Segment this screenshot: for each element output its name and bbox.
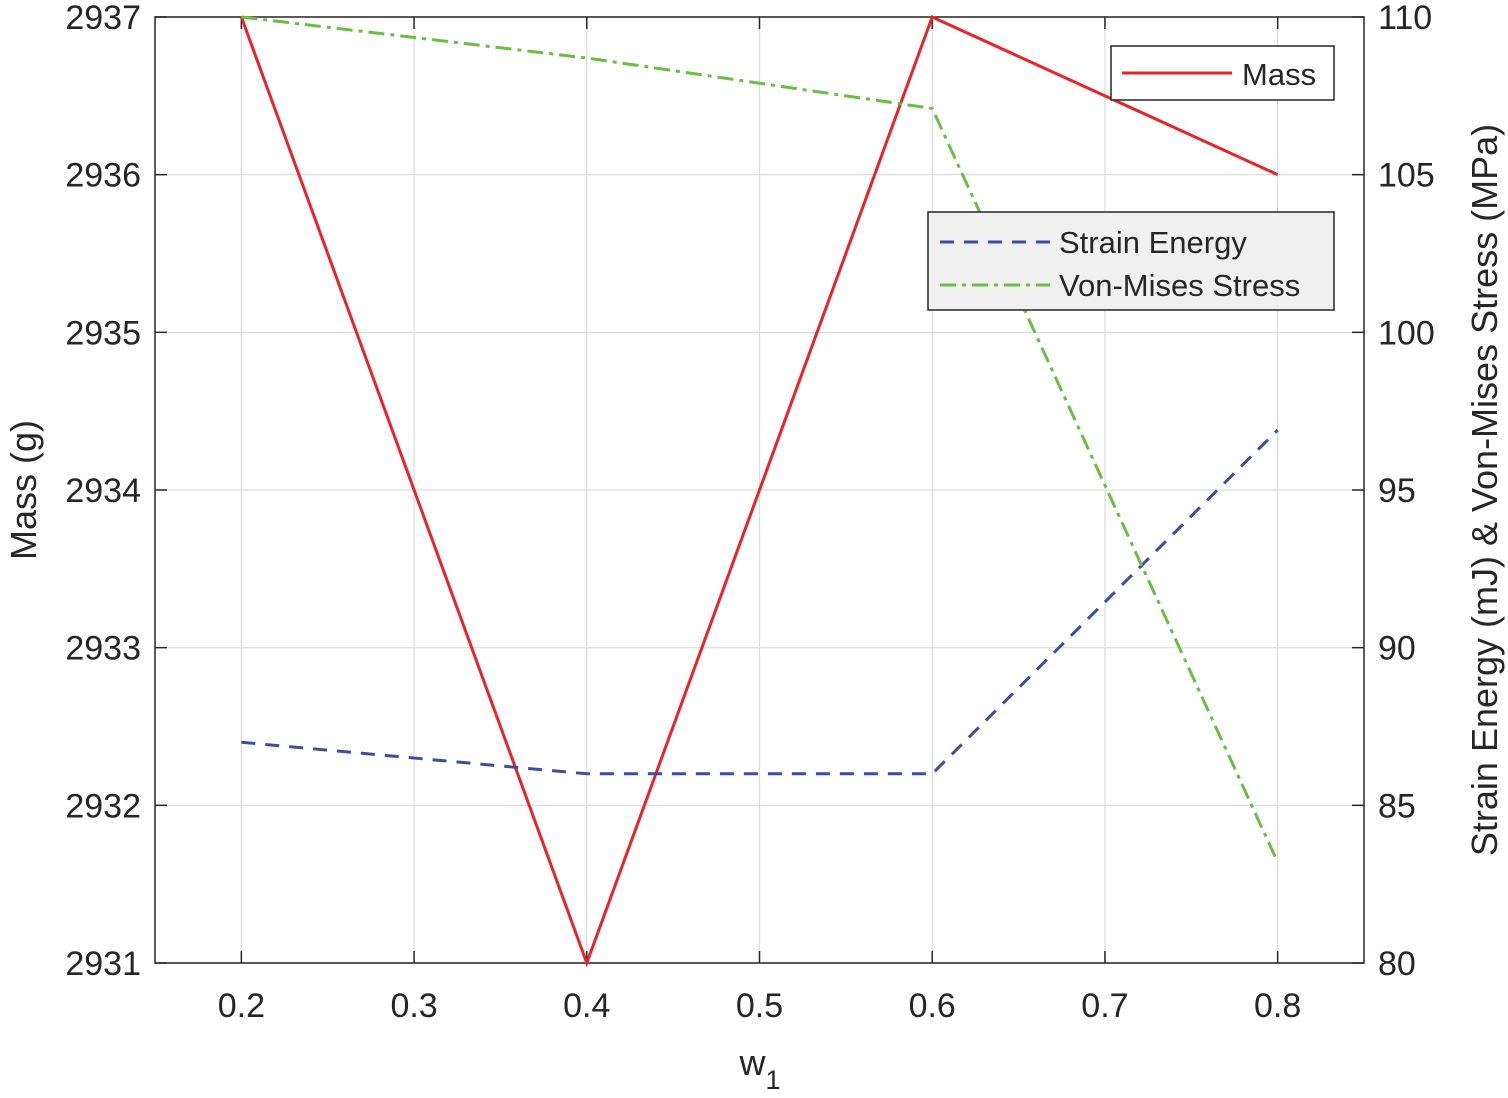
right-axis-label: Strain Energy (mJ) & Von-Mises Stress (M… bbox=[1464, 124, 1505, 856]
x-axis-label-subscript: 1 bbox=[765, 1065, 780, 1095]
x-tick-label: 0.6 bbox=[909, 987, 956, 1025]
x-axis-ticks: 0.2 0.3 0.4 0.5 0.6 0.7 0.8 bbox=[218, 17, 1301, 1025]
right-tick-label: 85 bbox=[1378, 787, 1416, 825]
left-axis-label: Mass (g) bbox=[3, 420, 44, 560]
x-axis-label-main: w bbox=[738, 1042, 766, 1083]
series-lines bbox=[239, 14, 1280, 968]
left-tick-label: 2935 bbox=[65, 314, 141, 352]
series-line-von-mises-stress bbox=[241, 15, 1280, 863]
right-tick-label: 100 bbox=[1378, 314, 1435, 352]
legend-energy-stress-box bbox=[927, 211, 1335, 311]
left-tick-label: 2934 bbox=[65, 472, 141, 510]
right-tick-label: 80 bbox=[1378, 945, 1416, 983]
x-tick-label: 0.2 bbox=[218, 987, 265, 1025]
right-tick-label: 90 bbox=[1378, 630, 1416, 668]
left-axis-ticks: 2931 2932 2933 2934 2935 2936 2937 bbox=[65, 0, 167, 983]
series-line-strain-energy bbox=[241, 429, 1279, 776]
left-tick-label: 2931 bbox=[65, 945, 141, 983]
legend-mass: Mass bbox=[1110, 45, 1335, 101]
x-tick-label: 0.7 bbox=[1081, 987, 1128, 1025]
legend-energy-stress: Strain Energy Von-Mises Stress bbox=[927, 211, 1335, 311]
series-line-mass bbox=[239, 14, 1279, 968]
right-tick-label: 105 bbox=[1378, 157, 1435, 195]
x-axis-label: w1 bbox=[738, 1042, 780, 1095]
right-tick-label: 110 bbox=[1378, 0, 1432, 37]
x-tick-label: 0.3 bbox=[390, 987, 437, 1025]
left-tick-label: 2932 bbox=[65, 787, 141, 825]
legend-label-mass: Mass bbox=[1242, 57, 1316, 92]
x-tick-label: 0.4 bbox=[563, 987, 610, 1025]
left-tick-label: 2936 bbox=[65, 157, 141, 195]
left-tick-label: 2933 bbox=[65, 630, 141, 668]
x-tick-label: 0.8 bbox=[1254, 987, 1301, 1025]
right-tick-label: 95 bbox=[1378, 472, 1416, 510]
right-axis-ticks: 80 85 90 95 100 105 110 bbox=[1352, 0, 1435, 983]
legend-label-von-mises-stress: Von-Mises Stress bbox=[1059, 268, 1300, 303]
left-tick-label: 2937 bbox=[65, 0, 141, 37]
legend-label-strain-energy: Strain Energy bbox=[1059, 225, 1247, 260]
x-tick-label: 0.5 bbox=[736, 987, 783, 1025]
